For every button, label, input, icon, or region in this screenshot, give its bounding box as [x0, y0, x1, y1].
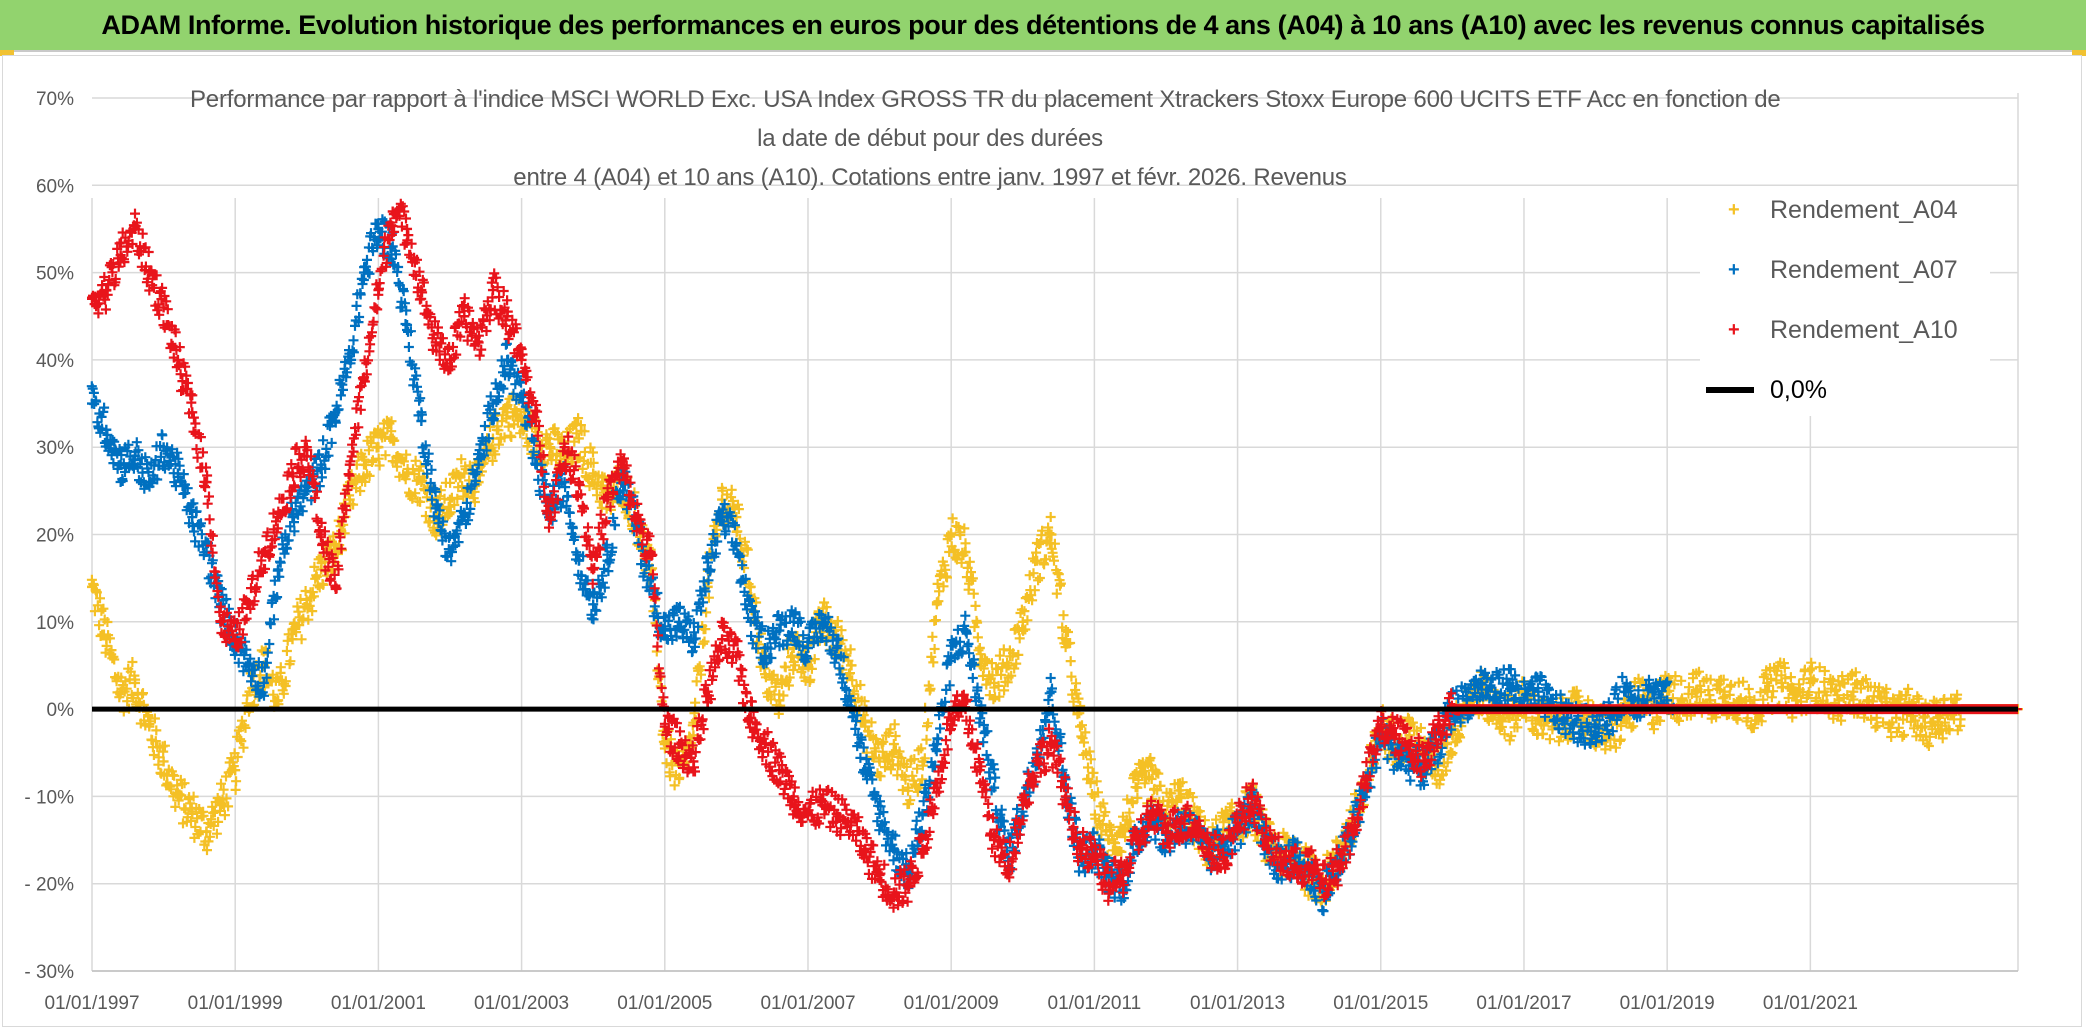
y-tick-label: 70%: [36, 89, 74, 110]
data-point: [402, 223, 413, 234]
scatter-cloud: [87, 198, 1464, 913]
legend-item-zero: 0,0%: [1700, 370, 1827, 410]
legend-label-a10: Rendement_A10: [1770, 315, 1958, 344]
legend-label-zero: 0,0%: [1770, 375, 1827, 404]
report-banner: ADAM Informe. Evolution historique des p…: [0, 0, 2086, 52]
legend-plus-marker-icon: +: [1728, 199, 1740, 221]
legend-plus-marker-icon: +: [1728, 319, 1740, 341]
x-tick-label: 01/01/2011: [1048, 993, 1142, 1014]
y-tick-label: 40%: [36, 351, 74, 372]
y-tick-label: 50%: [36, 264, 74, 285]
banner-title: ADAM Informe. Evolution historique des p…: [101, 9, 1985, 40]
x-tick-label: 01/01/2009: [904, 993, 999, 1014]
y-tick-label: 30%: [36, 438, 74, 459]
x-tick-label: 01/01/2021: [1763, 993, 1858, 1014]
x-tick-label: 01/01/2005: [617, 993, 712, 1014]
x-tick-label: 01/01/1999: [188, 993, 283, 1014]
x-tick-label: 01/01/1997: [44, 993, 139, 1014]
chart-title: Performance par rapport à l'indice MSCI …: [190, 80, 1781, 197]
y-tick-label: 10%: [36, 613, 74, 634]
legend-item-a04: + Rendement_A04: [1700, 190, 1958, 230]
chart-title-line-2: la date de début pour des durées: [757, 125, 1103, 152]
legend-line-marker-icon: [1706, 387, 1754, 393]
data-point: [187, 512, 198, 523]
scatter-cloud: [86, 391, 2023, 908]
data-point: [717, 634, 728, 645]
legend-item-a07: + Rendement_A07: [1700, 250, 1958, 290]
banner-accent-right: [2072, 50, 2086, 56]
x-tick-label: 01/01/2017: [1476, 993, 1571, 1014]
y-tick-label: - 30%: [24, 962, 74, 983]
data-point: [1075, 721, 1086, 732]
y-tick-label: - 20%: [24, 875, 74, 896]
legend-item-a10: + Rendement_A10: [1700, 310, 1958, 350]
y-axis: - 30% - 20% - 10% 0% 10% 20% 30% 40% 50% 60% 70%: [24, 89, 74, 983]
series-rendement-a10: [87, 198, 1464, 913]
x-tick-label: 01/01/2015: [1333, 993, 1428, 1014]
data-point: [1046, 529, 1057, 540]
x-axis: 01/01/1997 01/01/1999 01/01/2001 01/01/2003…: [44, 993, 1857, 1014]
legend-label-a07: Rendement_A07: [1770, 255, 1958, 284]
data-point: [588, 599, 599, 610]
x-tick-label: 01/01/2013: [1190, 993, 1285, 1014]
data-point: [588, 564, 599, 575]
legend-label-a04: Rendement_A04: [1770, 195, 1958, 224]
y-tick-label: 60%: [36, 176, 74, 197]
chart-legend: + Rendement_A04 + Rendement_A07 + Rendem…: [1700, 186, 1990, 416]
banner-accent-left: [0, 50, 14, 56]
legend-plus-marker-icon: +: [1728, 259, 1740, 281]
y-tick-label: - 10%: [24, 787, 74, 808]
y-tick-label: 0%: [47, 700, 75, 721]
series-rendement-a04: [86, 391, 2023, 908]
data-point: [258, 677, 269, 688]
chart-title-line-3: entre 4 (A04) et 10 ans (A10). Cotations…: [513, 164, 1347, 191]
y-tick-label: 20%: [36, 526, 74, 547]
x-tick-label: 01/01/2019: [1620, 993, 1715, 1014]
x-tick-label: 01/01/2003: [474, 993, 569, 1014]
chart-title-line-1: Performance par rapport à l'indice MSCI …: [190, 86, 1781, 113]
x-tick-label: 01/01/2007: [760, 993, 855, 1014]
x-tick-label: 01/01/2001: [331, 993, 426, 1014]
chart-frame: [2, 55, 2082, 1027]
